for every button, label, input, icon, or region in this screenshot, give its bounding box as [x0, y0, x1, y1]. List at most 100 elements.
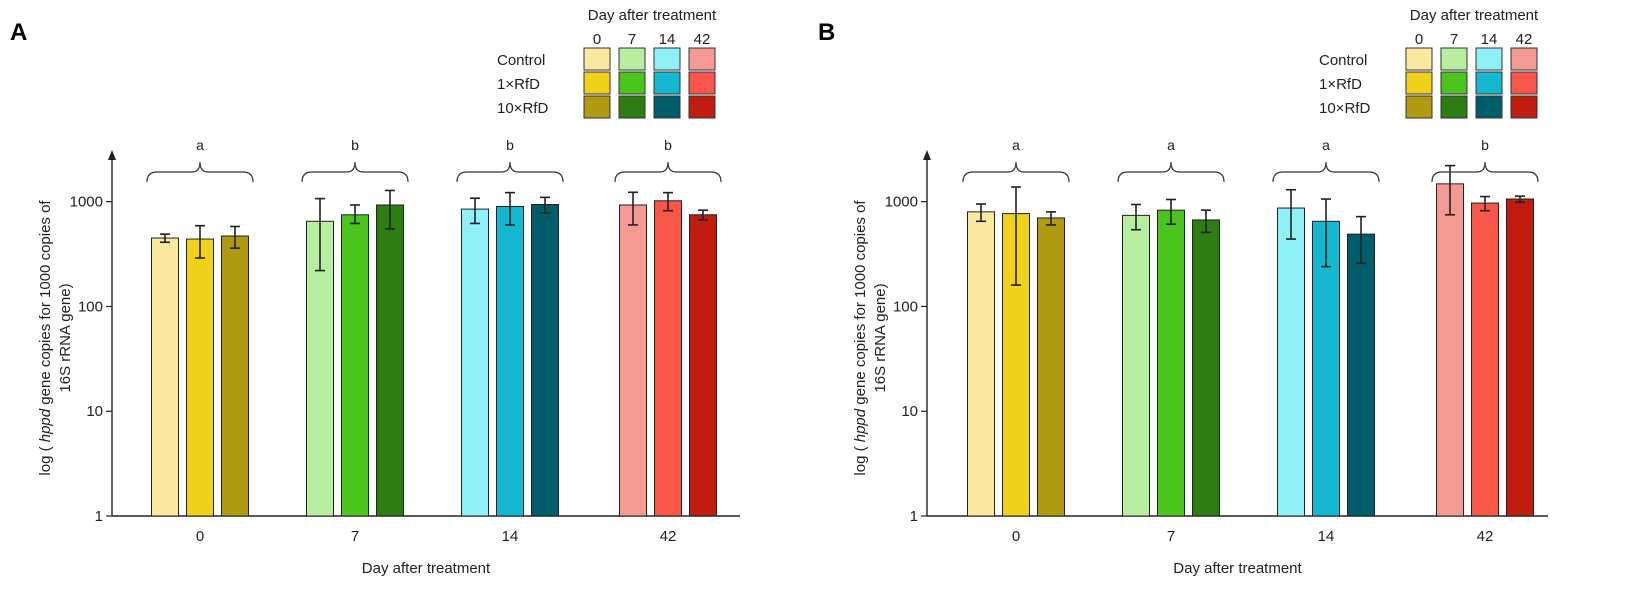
bar — [967, 211, 995, 517]
y-tick-label: 100 — [78, 298, 103, 315]
legend-title: Day after treatment — [588, 7, 717, 24]
legend-swatch — [653, 71, 681, 95]
x-tick-label: 14 — [1318, 528, 1335, 545]
x-axis-title: Day after treatment — [362, 560, 491, 577]
legend-swatch — [1475, 95, 1503, 119]
bar — [1192, 219, 1220, 517]
legend-day-label: 0 — [593, 31, 601, 48]
legend-a: Day after treatment 0 7 14 42 Control 1×RfD 10×… — [497, 7, 717, 119]
legend-row-label: 1×RfD — [1319, 76, 1362, 93]
legend-swatch — [1405, 95, 1433, 119]
x-tick-label: 7 — [351, 528, 359, 545]
legend-swatch — [1475, 71, 1503, 95]
panel-letter-a: A — [10, 19, 27, 46]
legend-swatch — [583, 47, 611, 71]
y-axis-title-line1: log ( hppd gene copies for 1000 copies o… — [852, 200, 869, 476]
panel-b: B Day after treatment 0 7 14 42 Control 1×RfD 1… — [818, 7, 1548, 577]
legend-day-label: 42 — [1516, 31, 1533, 48]
legend-swatch — [1475, 47, 1503, 71]
y-axis-title-line1: log ( hppd gene copies for 1000 copies o… — [37, 200, 54, 476]
legend-swatch — [1440, 95, 1468, 119]
bar — [186, 238, 214, 517]
legend-swatch — [1440, 71, 1468, 95]
legend-b: Day after treatment 0 7 14 42 Control 1×RfD 10×… — [1319, 7, 1539, 119]
legend-swatch — [653, 95, 681, 119]
x-tick-label: 42 — [660, 528, 677, 545]
significance-letter: b — [1481, 137, 1489, 153]
bar — [531, 204, 559, 517]
legend-swatch — [1440, 47, 1468, 71]
significance-bracket — [456, 161, 564, 183]
significance-letter: b — [506, 137, 514, 153]
x-axis-title: Day after treatment — [1173, 560, 1302, 577]
legend-swatch — [1510, 95, 1538, 119]
y-tick-label: 10 — [901, 403, 918, 420]
legend-swatch — [688, 95, 716, 119]
legend-day-label: 7 — [628, 31, 636, 48]
significance-bracket — [1431, 161, 1539, 183]
x-tick-label: 14 — [502, 528, 519, 545]
legend-swatch — [1510, 47, 1538, 71]
legend-swatch — [688, 47, 716, 71]
y-axis-title-suffix: gene copies for 1000 copies of — [852, 200, 869, 409]
significance-letter: b — [664, 137, 672, 153]
significance-bracket — [301, 161, 409, 183]
y-tick-label: 100 — [893, 298, 918, 315]
plot-area-a: 1 10 100 1000 log ( hppd gene copies for 100… — [37, 137, 740, 577]
legend-row-label: Control — [497, 52, 545, 69]
y-tick-label: 1 — [910, 508, 918, 525]
bar — [1037, 217, 1065, 517]
legend-swatch — [618, 71, 646, 95]
significance-letter: b — [351, 137, 359, 153]
x-tick-label: 7 — [1167, 528, 1175, 545]
legend-day-label: 7 — [1450, 31, 1458, 48]
y-axis-title: log ( hppd gene copies for 1000 copies o… — [852, 200, 889, 476]
legend-swatch — [583, 71, 611, 95]
bar — [1277, 207, 1305, 517]
y-tick-label: 1 — [95, 508, 103, 525]
bar — [496, 205, 524, 517]
y-axis-title-line2: 16S rRNA gene) — [872, 283, 889, 392]
bar — [151, 237, 179, 517]
bar — [1312, 220, 1340, 517]
legend-title: Day after treatment — [1410, 7, 1539, 24]
legend-day-label: 14 — [1481, 31, 1498, 48]
legend-swatch — [618, 95, 646, 119]
significance-letter: a — [1167, 137, 1175, 153]
y-axis-arrow — [108, 150, 116, 160]
legend-swatch — [1405, 47, 1433, 71]
legend-row-label: 1×RfD — [497, 76, 540, 93]
y-axis-title: log ( hppd gene copies for 1000 copies o… — [37, 200, 74, 476]
plot-area-b: 1 10 100 1000 log ( hppd gene copies for 100… — [852, 137, 1548, 577]
panel-letter-b: B — [818, 19, 835, 46]
bar — [689, 214, 717, 517]
legend-swatch — [688, 71, 716, 95]
legend-swatch — [653, 47, 681, 71]
bar — [1122, 214, 1150, 517]
x-tick-label: 0 — [1012, 528, 1020, 545]
bar — [221, 235, 249, 517]
significance-letter: a — [1012, 137, 1020, 153]
significance-bracket — [1272, 161, 1380, 183]
legend-swatch — [1510, 71, 1538, 95]
significance-bracket — [962, 161, 1070, 183]
bar — [1471, 202, 1499, 517]
y-axis-title-prefix: log ( — [37, 442, 54, 475]
y-tick-label: 10 — [86, 403, 103, 420]
y-tick-label: 1000 — [885, 194, 918, 211]
significance-bracket — [614, 161, 722, 183]
bar — [341, 214, 369, 517]
bar — [376, 204, 404, 517]
significance-bracket — [1117, 161, 1225, 183]
panel-a: A Day after treatment 0 7 14 42 Control 1×RfD 1… — [10, 7, 740, 577]
legend-day-label: 42 — [694, 31, 711, 48]
legend-swatch — [1405, 71, 1433, 95]
bar — [1347, 233, 1375, 517]
legend-swatch — [583, 95, 611, 119]
legend-day-label: 0 — [1415, 31, 1423, 48]
y-axis-arrow — [923, 150, 931, 160]
legend-row-label: 10×RfD — [1319, 100, 1370, 117]
y-axis-title-prefix: log ( — [852, 442, 869, 475]
x-tick-label: 42 — [1477, 528, 1494, 545]
bar — [461, 208, 489, 517]
